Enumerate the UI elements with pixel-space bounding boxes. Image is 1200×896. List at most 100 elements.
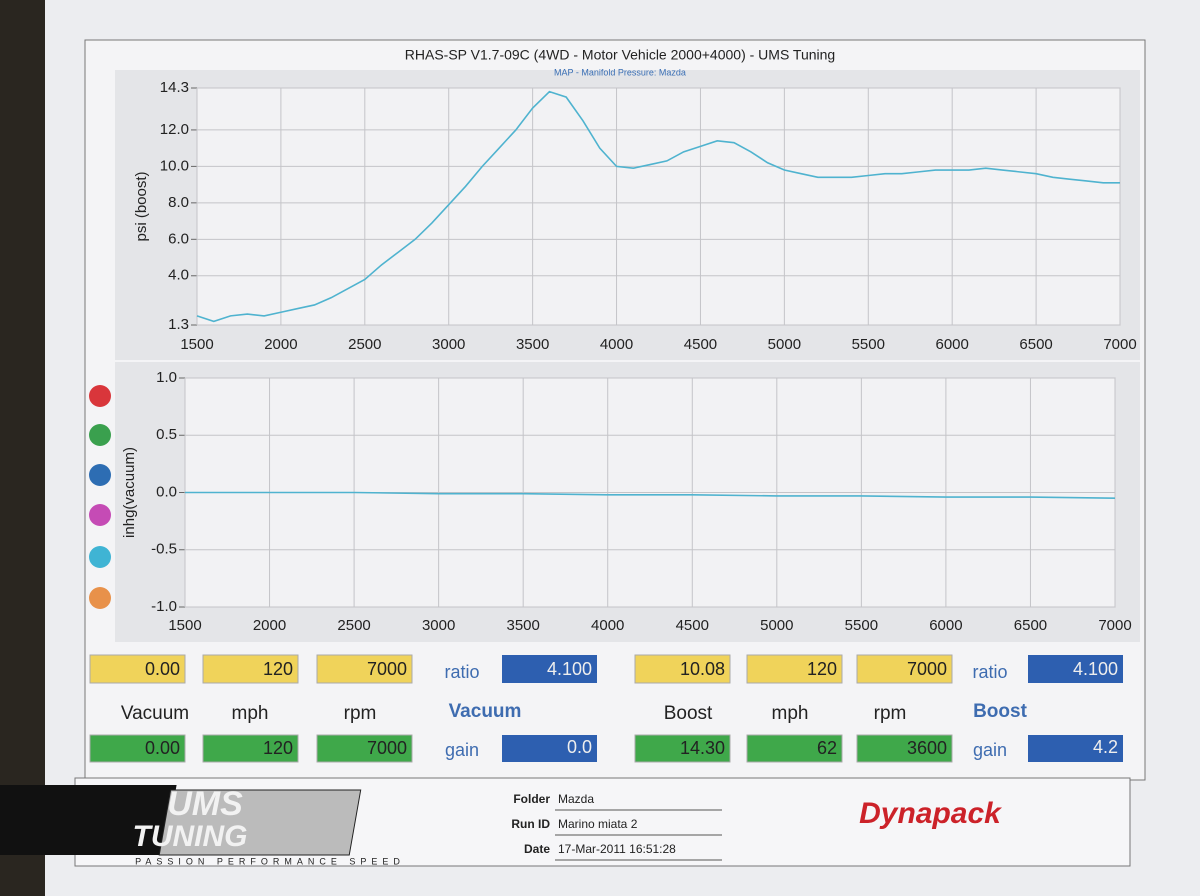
y-tick-label: 6.0 [168,230,189,247]
field-label: Run ID [511,817,550,831]
x-tick-label: 3000 [422,617,455,634]
x-tick-label: 7000 [1103,336,1136,353]
readout-box [202,654,299,684]
gain-value: 0.0 [567,737,592,757]
generated: 1.3 4.0 6.0 8.0 10.0 12.0 14.3 1500 2000 2500 3000… [89,79,1137,861]
legend-dot [89,504,111,526]
legend-dot [89,546,111,568]
x-tick-label: 6000 [935,336,968,353]
x-tick-label: 4500 [676,617,709,634]
x-tick-label: 5500 [852,336,885,353]
field-value: Mazda [558,792,594,806]
legend-dot [89,385,111,407]
y-tick-label: 4.0 [168,267,189,284]
x-tick-label: 5000 [760,617,793,634]
x-tick-label: 3500 [506,617,539,634]
readout-label: Vacuum [121,703,189,724]
readout-value: 0.00 [145,738,180,758]
readout-value: 3600 [907,738,947,758]
readout-value: 120 [263,738,293,758]
readout-label: Boost [664,703,713,724]
y-tick-label: 8.0 [168,194,189,211]
y-tick-label: 0.5 [156,426,177,443]
readout-box [89,654,186,684]
readout-box [746,654,843,684]
x-tick-label: 6500 [1014,617,1047,634]
y-axis-label: psi (boost) [133,171,150,241]
ratio-value: 4.100 [547,659,592,679]
field-label: Folder [513,792,550,806]
ratio-label: ratio [444,662,479,682]
readout-value: 120 [263,659,293,679]
readout-label: rpm [344,703,377,724]
x-tick-label: 2500 [337,617,370,634]
y-tick-label: 1.3 [168,316,189,333]
x-tick-label: 1500 [168,617,201,634]
gain-label: gain [445,740,479,760]
y-tick-label: -1.0 [151,598,177,615]
plot-area [196,87,1121,326]
y-tick-label: 10.0 [160,157,189,174]
data-line [185,491,1116,500]
y-tick-label: 14.3 [160,79,189,96]
logo-bg [0,785,177,855]
x-tick-label: 6000 [929,617,962,634]
readout-value: 7000 [367,738,407,758]
brand: Dynapack [859,797,1002,830]
readout-label: rpm [874,703,907,724]
readout-box [856,654,953,684]
legend-dot [89,464,111,486]
x-tick-label: 4000 [591,617,624,634]
y-tick-label: -0.5 [151,541,177,558]
readout-label: mph [232,703,269,724]
logo-bottom: TUNING [133,820,248,853]
ratio-label: ratio [972,662,1007,682]
data-line [196,90,1120,323]
gain-label: gain [973,740,1007,760]
gain-box [502,735,597,762]
gain-box [1028,735,1123,762]
y-axis-label: inhg(vacuum) [121,447,138,538]
readout-value: 120 [807,659,837,679]
logo-panel [158,789,362,856]
readout-box [746,734,843,763]
gain-value: 4.2 [1093,737,1118,757]
field-value: Marino miata 2 [558,817,638,831]
x-tick-label: 4000 [600,336,633,353]
chart-subtitle: MAP - Manifold Pressure: Mazda [554,67,686,77]
y-tick-label: 12.0 [160,121,189,138]
x-tick-label: 5000 [768,336,801,353]
readout-value: 7000 [367,659,407,679]
logo-top: UMS [167,785,243,823]
field-value: 17-Mar-2011 16:51:28 [558,842,676,856]
x-tick-label: 3000 [432,336,465,353]
readout-value: 62 [817,738,837,758]
x-tick-label: 7000 [1098,617,1131,634]
x-tick-label: 6500 [1019,336,1052,353]
readout-box [89,734,186,763]
ratio-value: 4.100 [1073,659,1118,679]
logo-tagline: PASSION PERFORMANCE SPEED [135,856,405,866]
readout-value: 10.08 [680,659,725,679]
field-label: Date [524,842,550,856]
readout-heading: Boost [973,701,1028,722]
x-tick-label: 1500 [180,336,213,353]
y-tick-label: 0.0 [156,483,177,500]
readout-box [856,734,953,763]
readout-box [316,654,413,684]
x-tick-label: 2500 [348,336,381,353]
y-tick-label: 1.0 [156,369,177,386]
chart-title: RHAS-SP V1.7-09C (4WD - Motor Vehicle 20… [405,47,835,63]
readout-heading: Vacuum [449,701,522,722]
readout-value: 7000 [907,659,947,679]
ratio-box [1028,655,1123,683]
x-tick-label: 3500 [516,336,549,353]
x-tick-label: 5500 [845,617,878,634]
readout-box [316,734,413,763]
ratio-box [502,655,597,683]
readout-label: mph [772,703,809,724]
readout-box [634,654,731,684]
legend-dot [89,587,111,609]
readout-value: 0.00 [145,659,180,679]
